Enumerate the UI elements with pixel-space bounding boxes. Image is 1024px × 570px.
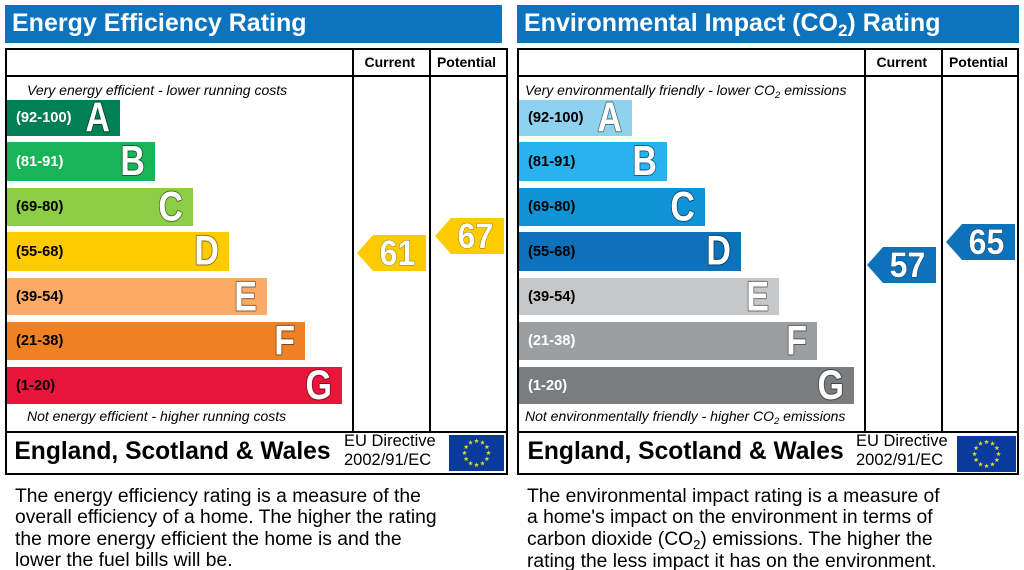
svg-text:E: E <box>747 278 770 316</box>
svg-text:A: A <box>597 100 622 136</box>
svg-text:G: G <box>818 367 844 404</box>
svg-text:D: D <box>194 232 219 270</box>
svg-text:F: F <box>786 322 807 360</box>
svg-text:F: F <box>274 322 295 360</box>
svg-text:C: C <box>670 188 695 226</box>
svg-text:A: A <box>85 100 110 136</box>
svg-text:57: 57 <box>890 247 926 283</box>
svg-text:61: 61 <box>380 235 416 271</box>
svg-text:B: B <box>633 142 658 181</box>
svg-text:E: E <box>235 278 258 316</box>
svg-text:65: 65 <box>968 224 1004 260</box>
svg-text:D: D <box>706 232 731 270</box>
svg-text:B: B <box>121 142 146 181</box>
svg-text:67: 67 <box>458 218 494 254</box>
svg-text:G: G <box>306 367 332 404</box>
svg-text:C: C <box>158 188 183 226</box>
